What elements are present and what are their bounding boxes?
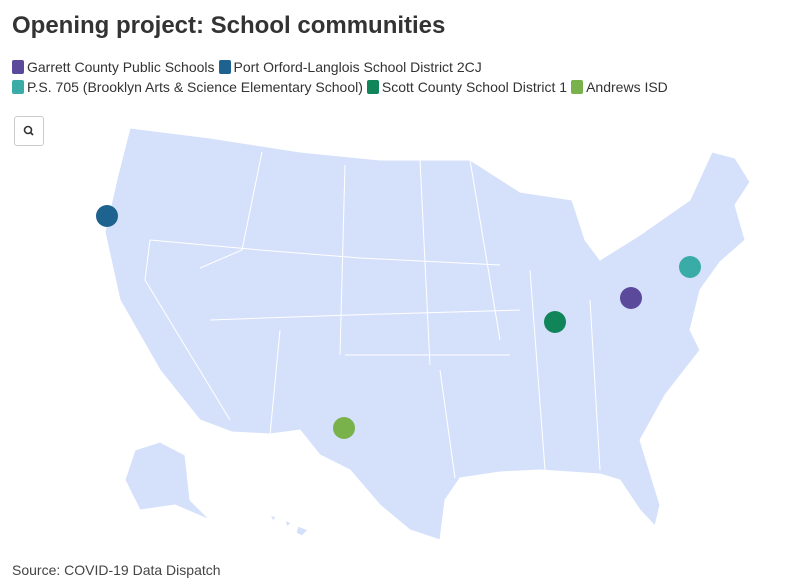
title: Opening project: School communities [12, 12, 446, 39]
legend-item[interactable]: Scott County School District 1 [366, 78, 568, 96]
source: Source: COVID-19 Data Dispatch [12, 562, 221, 578]
school-marker[interactable] [679, 256, 701, 278]
legend-item[interactable]: Andrews ISD [571, 78, 668, 96]
legend-label: P.S. 705 (Brooklyn Arts & Science Elemen… [27, 79, 363, 95]
legend-swatch [12, 80, 24, 94]
alaska [124, 441, 211, 521]
legend-item[interactable]: P.S. 705 (Brooklyn Arts & Science Elemen… [12, 78, 363, 96]
legend-swatch [571, 80, 584, 94]
hawaii [269, 514, 309, 537]
search-button[interactable] [14, 116, 44, 146]
legend-item[interactable]: Garrett County Public Schools [12, 58, 215, 76]
school-marker[interactable] [544, 311, 566, 333]
legend-label: Andrews ISD [586, 79, 668, 95]
lower-48 [104, 127, 751, 541]
school-marker[interactable] [96, 205, 118, 227]
school-marker[interactable] [620, 287, 642, 309]
legend-label: Port Orford-Langlois School District 2CJ [233, 59, 482, 75]
search-icon [23, 125, 34, 136]
legend-swatch [12, 60, 24, 74]
us-map [104, 127, 751, 541]
markers [96, 205, 701, 439]
school-marker[interactable] [333, 417, 355, 439]
legend: Garrett County Public Schools Port Orford… [12, 58, 712, 96]
state-borders [144, 151, 601, 479]
legend-swatch [366, 80, 379, 94]
legend-label: Scott County School District 1 [381, 79, 568, 95]
legend-item[interactable]: Port Orford-Langlois School District 2CJ [218, 58, 482, 76]
legend-swatch [218, 60, 231, 74]
legend-label: Garrett County Public Schools [27, 59, 215, 75]
